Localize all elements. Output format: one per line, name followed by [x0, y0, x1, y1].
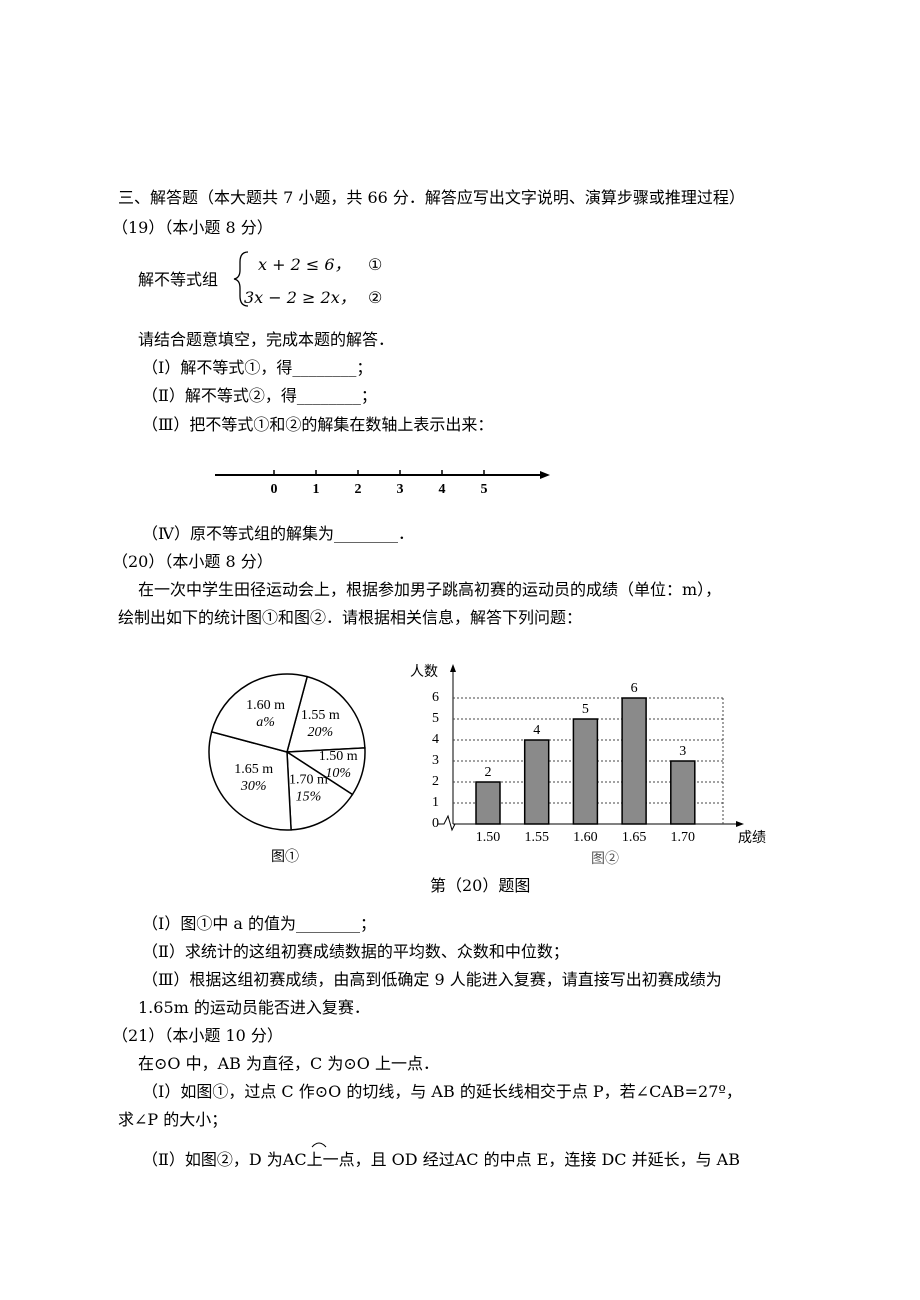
- pie-slice: [286, 750, 354, 831]
- tick-label: 0: [271, 482, 278, 497]
- part: 1.65m 的运动员能否进入复赛．: [138, 998, 370, 1017]
- slice-label: 1.55 m: [301, 708, 340, 723]
- bar: [572, 718, 599, 825]
- y-tick-label: 1: [432, 795, 439, 810]
- prompt: 请结合题意填空，完成本题的解答．: [138, 330, 395, 349]
- intro: 在⊙O 中，AB 为直径，C 为⊙O 上一点．: [138, 1054, 439, 1073]
- x-tick-label: 1.70: [671, 830, 696, 845]
- y-tick-label: 6: [432, 690, 439, 705]
- paragraph: 在一次中学生田径运动会上，根据参加男子跳高初赛的运动员的成绩（单位：m），: [138, 580, 722, 599]
- y-tick-label: 0: [432, 816, 439, 831]
- data-label: 6: [631, 681, 638, 696]
- data-label: 4: [533, 723, 540, 738]
- bar: [523, 739, 550, 825]
- part: 求∠P 的大小；: [118, 1110, 228, 1129]
- question-header: （19）（本小题 8 分）: [112, 218, 273, 237]
- arrow-head: [736, 821, 744, 827]
- slice-value-label: a%: [256, 715, 275, 730]
- part: （Ⅲ）根据这组初赛成绩，由高到低确定 9 人能进入复赛，请直接写出初赛成绩为: [142, 970, 722, 989]
- tick-label: 4: [439, 482, 446, 497]
- tick-label: 1: [313, 482, 320, 497]
- data-label: 3: [679, 744, 686, 759]
- y-tick-label: 4: [432, 732, 439, 747]
- slice-value-label: 15%: [296, 789, 322, 804]
- bar: [475, 781, 501, 825]
- y-tick-label: 5: [432, 711, 439, 726]
- y-axis-label: 人数: [410, 664, 438, 680]
- part: （Ⅳ）原不等式组的解集为________．: [142, 524, 414, 543]
- brace: [233, 251, 249, 307]
- bar: [670, 760, 696, 825]
- x-tick-label: 1.60: [573, 830, 598, 845]
- equation-number: ②: [368, 288, 383, 307]
- data-label: 5: [582, 702, 589, 717]
- data-label: 2: [485, 765, 492, 780]
- y-tick-label: 2: [432, 774, 439, 789]
- equation: x + 2 ≤ 6，: [258, 255, 351, 274]
- x-tick-label: 1.55: [524, 830, 549, 845]
- arrow-head: [450, 664, 456, 672]
- slice-label: 1.65 m: [234, 762, 273, 777]
- figure-caption: 第（20）题图: [430, 876, 531, 895]
- figure-caption: 图①: [271, 849, 299, 865]
- x-axis-label: 成绩: [738, 830, 766, 846]
- slice-value-label: 30%: [240, 779, 267, 794]
- part: （Ⅱ）求统计的这组初赛成绩数据的平均数、众数和中位数；: [142, 942, 569, 961]
- bar: [621, 697, 647, 825]
- axis-break: [438, 814, 456, 832]
- paragraph: 绘制出如下的统计图①和图②．请根据相关信息，解答下列问题：: [118, 608, 583, 627]
- question-header: （21）（本小题 10 分）: [112, 1026, 283, 1045]
- section-title: 三、解答题（本大题共 7 小题，共 66 分．解答应写出文字说明、演算步骤或推理…: [118, 188, 745, 207]
- pie-slice: [210, 673, 309, 753]
- part: （Ⅰ）如图①，过点 C 作⊙O 的切线，与 AB 的延长线相交于点 P，若∠CA…: [142, 1082, 742, 1101]
- arc-symbol: [311, 1142, 327, 1148]
- part: （Ⅲ）把不等式①和②的解集在数轴上表示出来：: [142, 415, 494, 434]
- slice-label: 1.70 m: [289, 772, 328, 787]
- question-header: （20）（本小题 8 分）: [112, 552, 273, 571]
- part: （Ⅱ）如图②，D 为AC上一点，且 OD 经过AC 的中点 E，连接 DC 并延…: [142, 1150, 740, 1169]
- tick-label: 5: [481, 482, 488, 497]
- slice-label: 1.50 m: [319, 749, 358, 764]
- slice-value-label: 20%: [308, 725, 334, 740]
- figure-caption: 图②: [591, 851, 619, 867]
- tick-label: 3: [397, 482, 404, 497]
- pie-slice: [208, 730, 292, 831]
- part: （Ⅰ）解不等式①，得________；: [142, 358, 373, 377]
- arrow-head: [540, 471, 550, 479]
- pie-slice: [286, 675, 366, 753]
- x-tick-label: 1.50: [476, 830, 501, 845]
- equation-number: ①: [368, 255, 383, 274]
- slice-value-label: 10%: [325, 766, 351, 781]
- y-tick-label: 3: [432, 753, 439, 768]
- part: （Ⅰ）图①中 a 的值为________；: [142, 914, 377, 933]
- tick-label: 2: [355, 482, 362, 497]
- x-tick-label: 1.65: [622, 830, 647, 845]
- part: （Ⅱ）解不等式②，得________；: [142, 386, 377, 405]
- equation: 3x − 2 ≥ 2x，: [244, 288, 356, 307]
- slice-label: 1.60 m: [246, 698, 285, 713]
- intro: 解不等式组: [138, 270, 219, 289]
